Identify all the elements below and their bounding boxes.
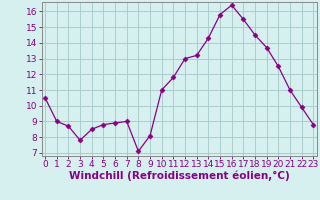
X-axis label: Windchill (Refroidissement éolien,°C): Windchill (Refroidissement éolien,°C) <box>69 171 290 181</box>
